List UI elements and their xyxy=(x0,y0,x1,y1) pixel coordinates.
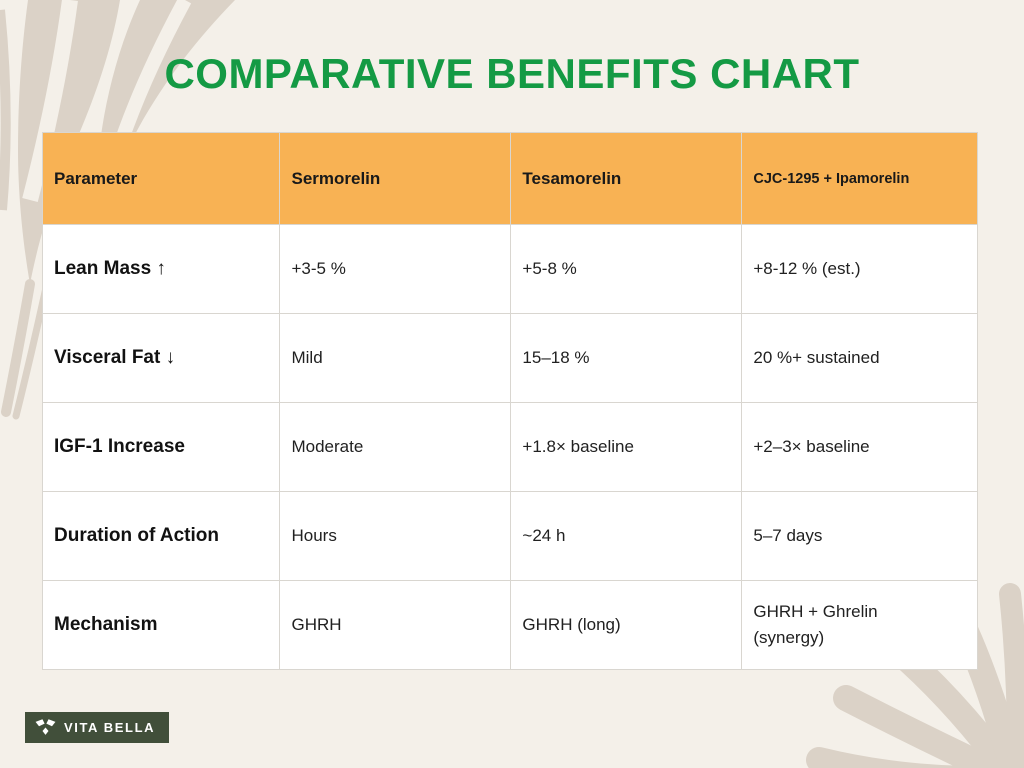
value-cell: GHRH (long) xyxy=(510,580,743,670)
value-cell: Hours xyxy=(279,491,512,581)
parameter-cell: IGF-1 Increase xyxy=(41,402,281,492)
table-row-visceral-fat: Visceral Fat ↓ Mild 15–18 % 20 %+ sustai… xyxy=(41,313,978,403)
value-cell: GHRH + Ghrelin (synergy) xyxy=(741,580,978,670)
column-header-tesamorelin: Tesamorelin xyxy=(510,132,743,225)
table-row-igf1-increase: IGF-1 Increase Moderate +1.8× baseline +… xyxy=(41,402,978,492)
column-header-cjc-ipamorelin: CJC-1295 + Ipamorelin xyxy=(741,132,978,225)
comparison-table: Parameter Sermorelin Tesamorelin CJC-129… xyxy=(41,132,978,670)
value-cell: +3-5 % xyxy=(279,224,512,314)
value-cell: 20 %+ sustained xyxy=(741,313,978,403)
table-row-lean-mass: Lean Mass ↑ +3-5 % +5-8 % +8-12 % (est.) xyxy=(41,224,978,314)
header-row: Parameter Sermorelin Tesamorelin CJC-129… xyxy=(41,132,978,225)
value-text: GHRH + Ghrelin (synergy) xyxy=(753,601,878,647)
parameter-cell: Mechanism xyxy=(41,580,281,670)
comparison-table-container: Parameter Sermorelin Tesamorelin CJC-129… xyxy=(41,132,978,670)
value-cell: ~24 h xyxy=(510,491,743,581)
value-cell: Mild xyxy=(279,313,512,403)
value-cell: Moderate xyxy=(279,402,512,492)
value-cell: +5-8 % xyxy=(510,224,743,314)
vita-bella-diamonds-icon xyxy=(35,719,56,735)
value-cell: GHRH xyxy=(279,580,512,670)
value-cell: 15–18 % xyxy=(510,313,743,403)
table-row-duration: Duration of Action Hours ~24 h 5–7 days xyxy=(41,491,978,581)
parameter-cell: Lean Mass ↑ xyxy=(41,224,281,314)
value-cell: 5–7 days xyxy=(741,491,978,581)
parameter-cell: Visceral Fat ↓ xyxy=(41,313,281,403)
table-row-mechanism: Mechanism GHRH GHRH (long) GHRH + Ghreli… xyxy=(41,580,978,670)
column-header-parameter: Parameter xyxy=(41,132,281,225)
column-header-sermorelin: Sermorelin xyxy=(279,132,512,225)
brand-name: VITA BELLA xyxy=(64,720,156,735)
parameter-cell: Duration of Action xyxy=(41,491,281,581)
value-cell: +2–3× baseline xyxy=(741,402,978,492)
page-title: COMPARATIVE BENEFITS CHART xyxy=(164,50,860,97)
value-cell: +8-12 % (est.) xyxy=(741,224,978,314)
brand-badge: VITA BELLA xyxy=(25,712,170,743)
value-cell: +1.8× baseline xyxy=(510,402,743,492)
